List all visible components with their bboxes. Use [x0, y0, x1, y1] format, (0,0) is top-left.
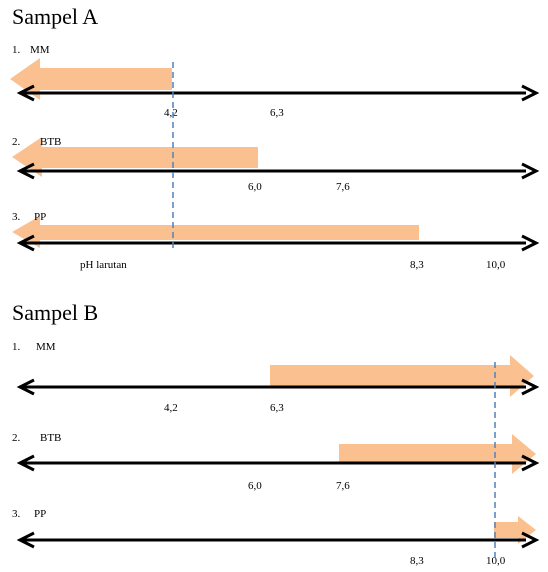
a3-tick-1: 8,3: [410, 259, 424, 271]
a3-axis-right-head: [521, 234, 540, 252]
b1-range-arrow: [270, 355, 534, 397]
a1-range-arrow: [10, 58, 172, 100]
a3-note: pH larutan: [80, 259, 127, 271]
a3-axis-left-head: [16, 234, 35, 252]
a3-name: PP: [34, 211, 46, 223]
section-a-title: Sampel A: [12, 4, 98, 29]
a2-number: 2.: [12, 136, 21, 148]
b2-range-arrow: [339, 434, 536, 474]
b1-axis-left-head: [16, 378, 35, 396]
b2-axis-right-head: [521, 454, 540, 472]
b1-tick-2: 6,3: [270, 402, 284, 414]
a1-tick-1: 4,2: [164, 107, 178, 119]
b3-number: 3.: [12, 508, 21, 520]
b2-tick-1: 6,0: [248, 480, 262, 492]
a2-axis-right-head: [521, 162, 540, 180]
a1-name: MM: [30, 44, 50, 56]
b3-range-arrow: [494, 516, 536, 544]
b1-axis-right-head: [521, 378, 540, 396]
section-b-title: Sampel B: [12, 300, 98, 325]
a1-axis-left-head: [16, 84, 35, 102]
a1-tick-2: 6,3: [270, 107, 284, 119]
b3-tick-1: 8,3: [410, 555, 424, 567]
b3-axis-right-head: [521, 531, 540, 549]
b1-number: 1.: [12, 341, 21, 353]
b3-tick-2: 10,0: [486, 555, 506, 567]
a3-range-arrow: [12, 216, 419, 248]
a2-tick-2: 7,6: [336, 181, 350, 193]
b2-number: 2.: [12, 432, 21, 444]
a1-axis-right-head: [521, 84, 540, 102]
b1-tick-1: 4,2: [164, 402, 178, 414]
b3-axis-left-head: [16, 531, 35, 549]
b3-name: PP: [34, 508, 46, 520]
b2-axis-left-head: [16, 454, 35, 472]
b2-name: BTB: [40, 432, 61, 444]
b1-name: MM: [36, 341, 56, 353]
a3-number: 3.: [12, 211, 21, 223]
a2-tick-1: 6,0: [248, 181, 262, 193]
a3-tick-2: 10,0: [486, 259, 506, 271]
b2-tick-2: 7,6: [336, 480, 350, 492]
a2-name: BTB: [40, 136, 61, 148]
a2-range-arrow: [12, 137, 258, 177]
a1-number: 1.: [12, 44, 21, 56]
a2-axis-left-head: [16, 162, 35, 180]
